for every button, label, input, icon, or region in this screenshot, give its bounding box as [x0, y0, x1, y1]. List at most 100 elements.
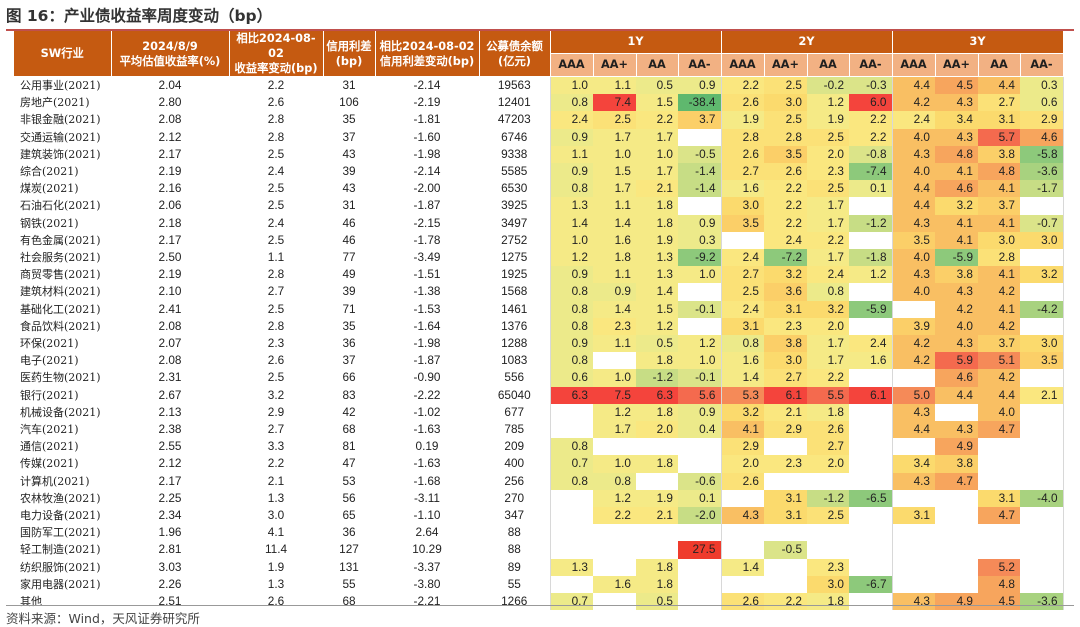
- heat-cell: 7.4: [593, 94, 636, 112]
- heat-cell: [550, 541, 593, 559]
- heat-cell: 0.8: [550, 283, 593, 301]
- industry-cell: 家用电器(2021): [20, 577, 101, 591]
- heat-cell: 4.4: [892, 180, 935, 198]
- heat-cell: 1.2: [593, 403, 636, 422]
- spread-cell: 39: [342, 164, 356, 179]
- heat-cell: [1020, 197, 1064, 215]
- heat-cell: 0.5: [636, 76, 678, 95]
- table-row: 建筑材料(2021) 2.10 2.7 39 -1.38 1568 0.8 0.9 1.4 2.5…: [14, 283, 1064, 301]
- heat-cell: [636, 438, 678, 456]
- heat-cell: 5.1: [978, 352, 1020, 370]
- heat-cell: 4.7: [935, 472, 978, 490]
- heat-cell: 3.8: [935, 266, 978, 284]
- industry-cell: 农林牧渔(2021): [20, 491, 101, 505]
- heat-cell: [1020, 472, 1064, 490]
- spread-change-cell: -1.81: [413, 112, 441, 127]
- heat-cell: -1.4: [678, 180, 722, 198]
- heat-cell: 3.1: [978, 111, 1020, 129]
- heat-cell: 1.1: [550, 145, 593, 164]
- yield-change-cell: 3.0: [267, 508, 285, 523]
- heat-cell: 4.4: [978, 76, 1020, 95]
- heat-cell: 3.9: [892, 317, 935, 336]
- table-row: 汽车(2021) 2.38 2.7 68 -1.63 785 1.7 2.0 0.4 4.1 2.9…: [14, 421, 1064, 439]
- heat-cell: [678, 575, 722, 594]
- heat-cell: 4.2: [978, 317, 1020, 336]
- heat-cell: 3.7: [978, 335, 1020, 353]
- spread-cell: 43: [342, 146, 356, 161]
- heat-cell: 5.6: [678, 386, 722, 404]
- balance-cell: 88: [479, 541, 551, 559]
- industry-cell: 商贸零售(2021): [20, 268, 101, 282]
- avg-yield-cell: 3.03: [158, 559, 182, 574]
- heat-cell: 2.2: [636, 111, 678, 129]
- yield-change-cell: 2.5: [267, 301, 285, 316]
- heat-cell: 2.8: [978, 249, 1020, 267]
- heat-cell: 1.1: [593, 197, 636, 215]
- spread-change-cell: -1.10: [413, 508, 441, 523]
- heat-cell: 2.4: [807, 266, 849, 284]
- heat-cell: 2.5: [764, 111, 807, 129]
- heat-cell: [849, 403, 893, 422]
- heat-cell: 3.0: [764, 94, 807, 112]
- table-row: 有色金属(2021) 2.17 2.5 46 -1.78 2752 1.0 1.6 1.9 0.3…: [14, 231, 1064, 250]
- heat-cell: 2.9: [1020, 111, 1064, 129]
- heat-cell: [892, 541, 935, 559]
- spread-cell: 39: [342, 284, 356, 299]
- heat-cell: [764, 575, 807, 594]
- heat-cell: 2.3: [807, 163, 849, 181]
- heat-cell: 2.1: [764, 403, 807, 422]
- heat-cell: 6.3: [550, 386, 593, 404]
- heat-cell: 4.2: [892, 335, 935, 353]
- heat-cell: [764, 472, 807, 490]
- table-row: 煤炭(2021) 2.16 2.5 43 -2.00 6530 0.8 1.7 2.1 -1.4 1…: [14, 180, 1064, 198]
- heat-cell: 0.1: [849, 180, 893, 198]
- heat-cell: 1.7: [593, 421, 636, 439]
- heat-cell: [636, 541, 678, 559]
- header-spread-change: 相比2024-08-02 信用利差变动(bp): [375, 31, 480, 77]
- heat-cell: 0.3: [678, 231, 722, 250]
- avg-yield-cell: 2.38: [158, 422, 182, 437]
- heat-cell: 4.4: [892, 76, 935, 95]
- heat-cell: 2.4: [721, 300, 764, 318]
- balance-cell: 3497: [479, 214, 551, 232]
- heat-cell: -0.1: [678, 300, 722, 318]
- spread-change-cell: -2.22: [413, 387, 441, 402]
- heat-cell: 2.2: [807, 231, 849, 250]
- industry-cell: 公用事业(2021): [20, 79, 101, 92]
- heat-cell: [721, 575, 764, 594]
- heat-cell: 1.4: [721, 369, 764, 387]
- spread-cell: 31: [342, 78, 356, 92]
- balance-cell: 1288: [479, 335, 551, 353]
- heat-cell: 2.0: [721, 455, 764, 473]
- industry-cell: 建筑材料(2021): [20, 285, 101, 299]
- heat-cell: 2.5: [807, 128, 849, 146]
- heat-cell: 3.0: [721, 197, 764, 215]
- avg-yield-cell: 2.31: [158, 370, 182, 385]
- heat-cell: 4.3: [892, 472, 935, 490]
- balance-cell: 1925: [479, 266, 551, 284]
- balance-cell: 47203: [479, 111, 551, 129]
- heat-cell: 1.2: [678, 335, 722, 353]
- heat-cell: 4.3: [892, 266, 935, 284]
- heat-cell: 1.8: [807, 593, 849, 611]
- heat-cell: 0.8: [550, 94, 593, 112]
- avg-yield-cell: 2.17: [158, 146, 182, 161]
- spread-change-cell: -2.14: [413, 164, 441, 179]
- avg-yield-cell: 2.07: [158, 336, 182, 351]
- heat-cell: [678, 455, 722, 473]
- heat-cell: 4.1: [935, 231, 978, 250]
- heat-cell: [721, 231, 764, 250]
- avg-yield-cell: 2.26: [158, 576, 182, 591]
- heat-cell: 2.2: [849, 128, 893, 146]
- heat-cell: -7.2: [764, 249, 807, 267]
- heat-cell: [849, 472, 893, 490]
- heat-cell: -5.9: [935, 249, 978, 267]
- heat-cell: [593, 541, 636, 559]
- heat-cell: 2.2: [764, 197, 807, 215]
- heat-cell: 2.2: [593, 507, 636, 525]
- spread-change-cell: -1.63: [413, 422, 441, 437]
- heat-cell: 4.4: [892, 197, 935, 215]
- heat-cell: 2.4: [550, 111, 593, 129]
- table-row: 钢铁(2021) 2.18 2.4 46 -2.15 3497 1.4 1.4 1.8 0.9 3.…: [14, 214, 1064, 232]
- spread-cell: 37: [342, 353, 356, 368]
